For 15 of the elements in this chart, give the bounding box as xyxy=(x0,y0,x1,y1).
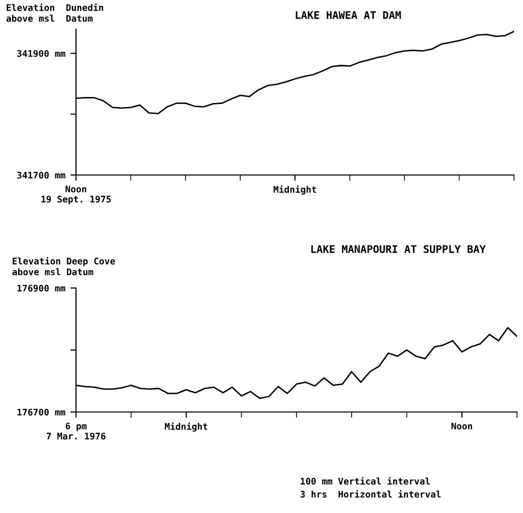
x-tick-label: Midnight xyxy=(274,185,316,195)
y-axis-title: Elevation Deep Cove above msl Datum xyxy=(12,257,115,276)
chart-title: LAKE HAWEA AT DAM xyxy=(296,11,401,19)
x-tick-label: 6 pm 7 Mar. 1976 xyxy=(46,422,106,440)
text: 3 hrs Horizontal interval xyxy=(300,490,441,498)
y-axis-title: Elevation Dunedin above msl Datum xyxy=(6,4,104,22)
chart-title: LAKE MANAPOURI AT SUPPLY BAY xyxy=(311,245,486,254)
y-tick-label: 176900 mm xyxy=(18,284,66,292)
text: 100 mm Vertical interval xyxy=(300,477,430,485)
y-tick-label: 341900 mm xyxy=(17,50,66,57)
x-tick-label: Noon 19 Sept. 1975 xyxy=(42,186,111,204)
x-tick-label: Noon xyxy=(452,422,472,430)
x-tick-label: Midnight xyxy=(164,422,208,432)
y-tick-label: 341700 mm xyxy=(17,172,66,179)
y-tick-label: 176700 mm xyxy=(18,408,66,416)
